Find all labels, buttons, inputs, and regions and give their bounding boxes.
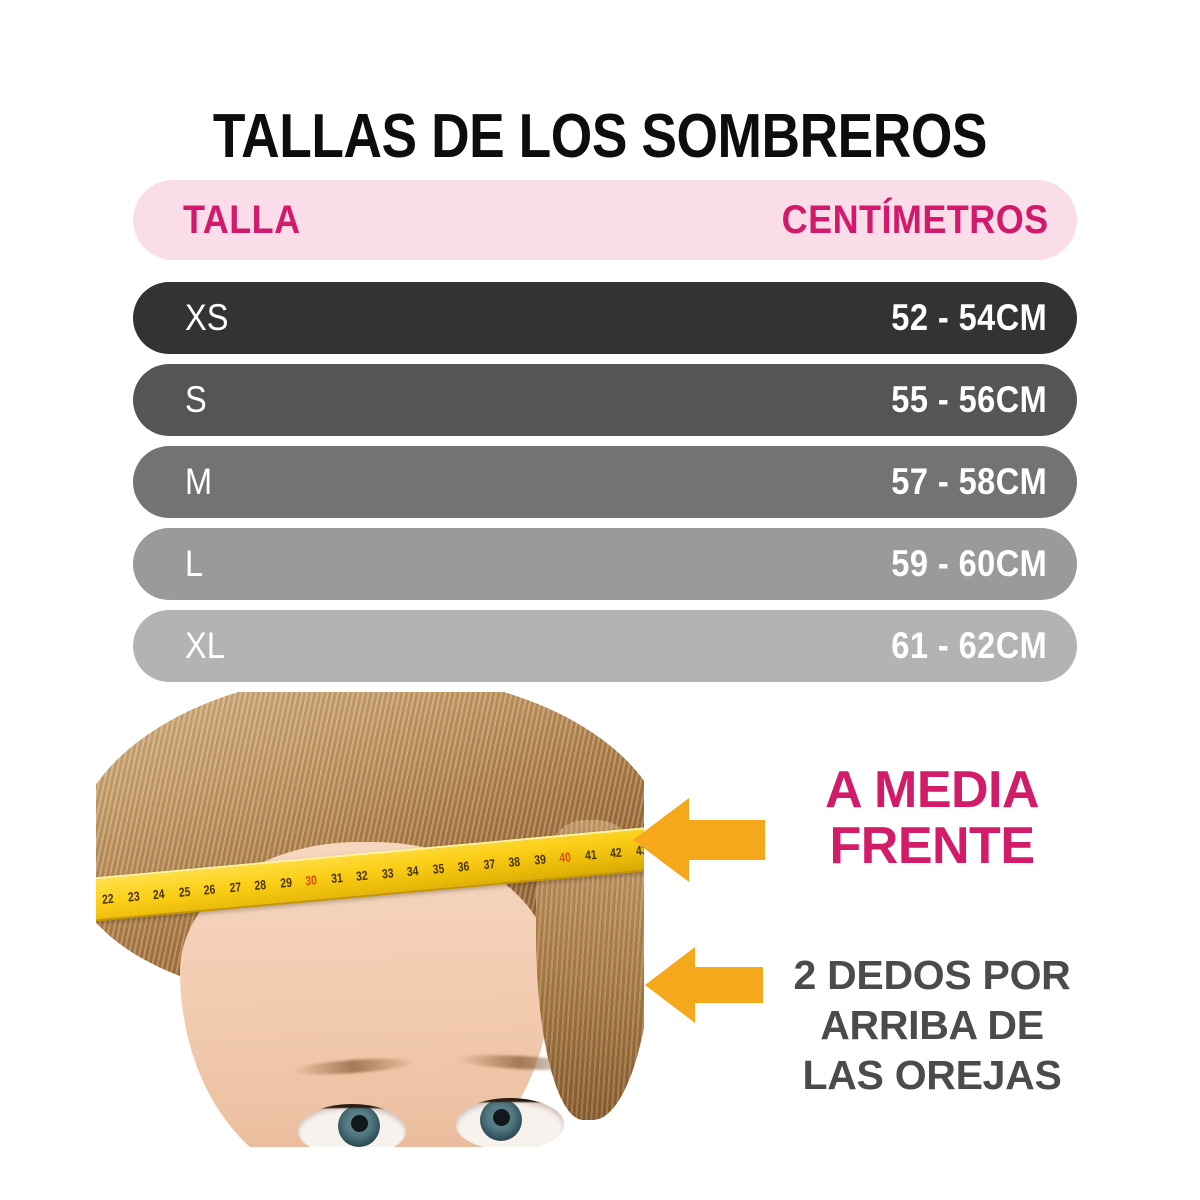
row-cm-value: 52 - 54CM bbox=[891, 297, 1047, 338]
eyelash bbox=[456, 1098, 564, 1117]
row-size-label: M bbox=[185, 461, 213, 502]
row-cm-value: 59 - 60CM bbox=[891, 543, 1047, 584]
tape-tick: 37 bbox=[482, 855, 496, 872]
annotation-ears-line3: LAS OREJAS bbox=[802, 1052, 1062, 1098]
row-size-label: S bbox=[185, 379, 207, 420]
annotation-forehead-line2: FRENTE bbox=[829, 817, 1036, 875]
tape-tick: 30 bbox=[304, 871, 318, 888]
row-cm-value: 55 - 56CM bbox=[891, 379, 1047, 420]
tape-tick: 31 bbox=[329, 869, 343, 886]
tape-tick: 29 bbox=[279, 874, 293, 891]
tape-tick: 28 bbox=[253, 876, 267, 893]
hair-side-left bbox=[96, 812, 222, 1142]
tape-tick: 42 bbox=[609, 844, 623, 861]
column-header-centimeters: CENTÍMETROS bbox=[782, 197, 1049, 242]
table-row: L 59 - 60CM bbox=[133, 528, 1077, 600]
annotation-ears-line2: ARRIBA DE bbox=[820, 1002, 1044, 1048]
tape-tick: 26 bbox=[202, 881, 216, 898]
tape-tick: 22 bbox=[101, 890, 115, 907]
tape-tick: 36 bbox=[456, 857, 470, 874]
size-table: TALLA CENTÍMETROS XS 52 - 54CM S 55 - 56… bbox=[133, 180, 1077, 692]
eye-left bbox=[298, 1104, 406, 1147]
annotation-ears: 2 DEDOS POR ARRIBA DE LAS OREJAS bbox=[762, 950, 1102, 1100]
row-size-label: XS bbox=[185, 297, 229, 338]
tape-tick: 34 bbox=[406, 862, 420, 879]
column-header-size: TALLA bbox=[183, 197, 301, 242]
annotation-forehead: A MEDIA FRENTE bbox=[772, 762, 1092, 874]
table-row: S 55 - 56CM bbox=[133, 364, 1077, 436]
tape-tick: 24 bbox=[152, 885, 166, 902]
eye-right bbox=[456, 1098, 564, 1147]
tape-tick: 32 bbox=[355, 867, 369, 884]
eyelash bbox=[298, 1104, 406, 1123]
tape-tick: 23 bbox=[126, 888, 140, 904]
row-cm-value: 57 - 58CM bbox=[891, 461, 1047, 502]
tape-tick: 40 bbox=[558, 848, 572, 865]
eyebrow-left bbox=[291, 1055, 415, 1078]
tape-tick: 39 bbox=[533, 851, 547, 868]
page-title: TALLAS DE LOS SOMBREROS bbox=[212, 102, 988, 171]
table-row: M 57 - 58CM bbox=[133, 446, 1077, 518]
table-row: XL 61 - 62CM bbox=[133, 610, 1077, 682]
table-header-row: TALLA CENTÍMETROS bbox=[133, 180, 1077, 260]
annotation-forehead-line1: A MEDIA bbox=[824, 761, 1040, 819]
tape-tick: 41 bbox=[583, 846, 597, 863]
photo-inner: 22 23 24 25 26 27 28 29 30 31 32 33 34 35 36 37 38 39 40 41… bbox=[96, 692, 644, 1147]
row-size-label: XL bbox=[185, 625, 225, 666]
arrow-left-ears-icon bbox=[645, 942, 763, 1028]
tape-tick: 33 bbox=[380, 864, 394, 881]
row-cm-value: 61 - 62CM bbox=[891, 625, 1047, 666]
tape-tick: 35 bbox=[431, 860, 445, 877]
row-size-label: L bbox=[185, 543, 204, 584]
tape-tick: 27 bbox=[228, 878, 242, 895]
head-measurement-photo: 22 23 24 25 26 27 28 29 30 31 32 33 34 35 36 37 38 39 40 41… bbox=[96, 692, 644, 1147]
arrow-left-forehead-icon bbox=[633, 792, 765, 888]
tape-tick: 38 bbox=[507, 853, 521, 870]
tape-tick: 25 bbox=[177, 883, 191, 900]
table-row: XS 52 - 54CM bbox=[133, 282, 1077, 354]
annotation-ears-line1: 2 DEDOS POR bbox=[793, 952, 1071, 998]
